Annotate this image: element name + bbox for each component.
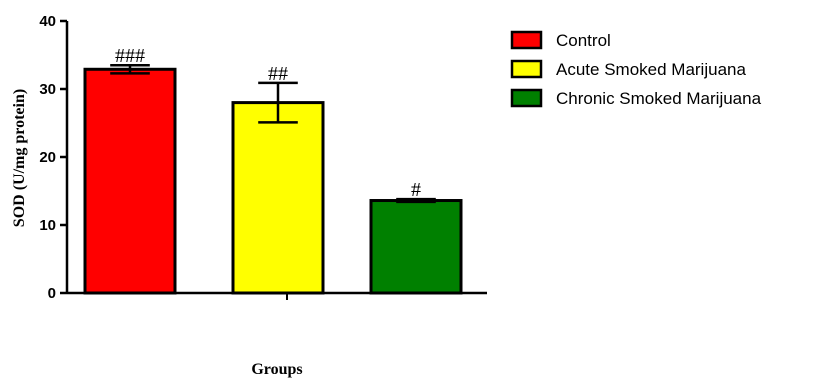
y-tick-label: 0 [48, 285, 56, 302]
legend-label: Acute Smoked Marijuana [556, 60, 746, 79]
y-tick-label: 10 [39, 217, 56, 234]
bars: ###### [83, 45, 463, 295]
legend-swatch [510, 59, 543, 79]
y-axis-title: SOD (U/mg protein) [11, 89, 28, 227]
legend-swatch [510, 30, 543, 50]
significance-label: ### [115, 45, 145, 67]
y-axis-ticks: 0 10 20 30 40 [39, 13, 67, 302]
bar [369, 199, 463, 295]
legend-swatch [510, 88, 543, 108]
bar [231, 101, 325, 295]
y-tick-label: 30 [39, 81, 56, 98]
significance-label: # [411, 179, 421, 201]
x-axis-title: Groups [251, 361, 302, 378]
y-tick-label: 40 [39, 13, 56, 30]
y-tick-label: 20 [39, 149, 56, 166]
significance-label: ## [268, 63, 288, 85]
legend-label: Control [556, 31, 611, 50]
bar [83, 67, 177, 295]
legend-label: Chronic Smoked Marijuana [556, 89, 762, 108]
legend: Control Acute Smoked Marijuana Chronic Smo… [510, 30, 762, 108]
